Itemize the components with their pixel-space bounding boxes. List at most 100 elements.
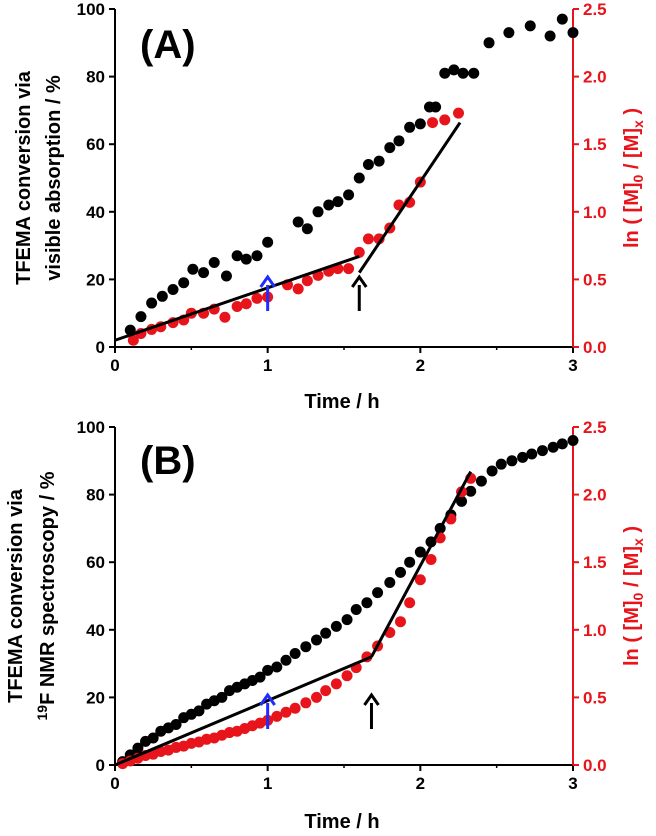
y-left-tick-label: 40	[86, 621, 105, 640]
y-left-tick-label: 100	[77, 418, 105, 437]
black-data-point	[170, 718, 182, 730]
red-data-point	[341, 670, 353, 682]
black-data-point	[384, 576, 396, 588]
y-left-label-line2: visible absorption / %	[43, 75, 65, 281]
black-data-point	[465, 485, 477, 497]
y-left-tick-label: 0	[96, 338, 105, 357]
red-data-point	[219, 311, 231, 323]
black-data-point	[323, 199, 335, 211]
fit-line	[370, 470, 473, 658]
x-tick-label: 0	[110, 356, 119, 375]
y-right-tick-label: 0.0	[583, 338, 607, 357]
y-left-tick-label: 80	[86, 486, 105, 505]
fit-line	[358, 121, 462, 274]
red-data-point	[353, 246, 365, 258]
black-data-point	[330, 620, 342, 632]
black-data-point	[448, 64, 460, 76]
x-tick-label: 2	[416, 774, 425, 793]
y-left-tick-label: 20	[86, 270, 105, 289]
black-data-point	[147, 732, 159, 744]
red-data-point	[240, 298, 252, 310]
y-right-tick-label: 0.0	[583, 756, 607, 775]
black-data-point	[146, 297, 158, 309]
y-right-tick-label: 2.0	[583, 486, 607, 505]
x-axis-label: Time / h	[304, 391, 379, 413]
black-data-point	[240, 253, 252, 265]
black-data-point	[517, 451, 529, 463]
black-data-point	[292, 216, 304, 228]
black-data-point	[132, 742, 144, 754]
y-right-label: ln ( [M]0 / [M]x )	[621, 108, 646, 248]
black-data-point	[373, 155, 385, 167]
red-data-point	[300, 697, 312, 709]
x-tick-label: 2	[416, 356, 425, 375]
y-left-tick-label: 20	[86, 688, 105, 707]
red-data-point	[343, 263, 355, 275]
black-data-point	[251, 250, 263, 262]
red-data-point	[425, 553, 437, 565]
y-right-tick-label: 2.0	[583, 68, 607, 87]
black-data-point	[216, 691, 228, 703]
black-data-point	[289, 647, 301, 659]
y-left-tick-label: 40	[86, 203, 105, 222]
y-right-tick-label: 1.0	[583, 621, 607, 640]
y-right-tick-label: 1.5	[583, 553, 607, 572]
red-data-point	[280, 706, 292, 718]
y-right-tick-label: 1.0	[583, 203, 607, 222]
panel-a: (A) TFEMA conversion via visible absorpt…	[13, 0, 646, 413]
x-axis-label: Time / h	[304, 811, 379, 833]
y-left-tick-label: 80	[86, 68, 105, 87]
black-data-point	[280, 654, 292, 666]
black-data-point	[556, 438, 568, 450]
black-data-point	[393, 135, 405, 147]
black-data-point	[439, 67, 451, 79]
y-right-label: ln ( [M]0 / [M]x )	[621, 526, 646, 666]
black-data-point	[167, 284, 179, 296]
black-data-point	[556, 13, 568, 25]
black-data-point	[178, 277, 190, 289]
black-data-point	[414, 546, 426, 558]
red-data-point	[330, 678, 342, 690]
red-data-point	[301, 275, 313, 287]
black-data-point	[430, 101, 442, 113]
black-data-point	[341, 614, 353, 626]
black-data-point	[567, 27, 579, 39]
y-right-tick-label: 2.5	[583, 0, 607, 19]
red-data-point	[251, 292, 263, 304]
red-data-point	[453, 107, 464, 119]
red-data-point	[320, 685, 332, 697]
black-data-point	[547, 441, 559, 453]
y-right-tick-label: 0.5	[583, 270, 607, 289]
black-data-point	[483, 37, 495, 49]
red-data-point	[292, 283, 304, 295]
black-data-point	[503, 27, 515, 39]
black-arrow-head	[363, 692, 380, 706]
blue-arrow-head	[259, 692, 276, 706]
black-data-point	[567, 435, 579, 447]
black-data-point	[456, 495, 468, 507]
y-right-tick-label: 2.5	[583, 418, 607, 437]
black-data-point	[414, 118, 426, 130]
black-data-point	[486, 465, 498, 477]
red-data-point	[439, 114, 451, 126]
black-data-point	[198, 267, 210, 279]
red-data-point	[394, 616, 406, 628]
black-data-point	[254, 671, 266, 683]
x-tick-label: 1	[263, 774, 272, 793]
red-data-point	[231, 300, 243, 312]
y-left-label-line2: 19F NMR spectroscopy / %	[34, 471, 59, 720]
fit-line	[114, 655, 373, 767]
black-data-point	[475, 475, 487, 487]
black-data-point	[384, 142, 396, 154]
black-data-point	[301, 223, 313, 235]
panel-label: (B)	[140, 439, 196, 483]
y-left-tick-label: 60	[86, 135, 105, 154]
y-right-tick-label: 0.5	[583, 688, 607, 707]
red-data-point	[311, 691, 323, 703]
black-data-point	[526, 448, 538, 460]
red-data-point	[271, 710, 283, 722]
black-data-point	[495, 458, 507, 470]
black-data-point	[320, 627, 332, 639]
black-data-point	[361, 597, 373, 609]
